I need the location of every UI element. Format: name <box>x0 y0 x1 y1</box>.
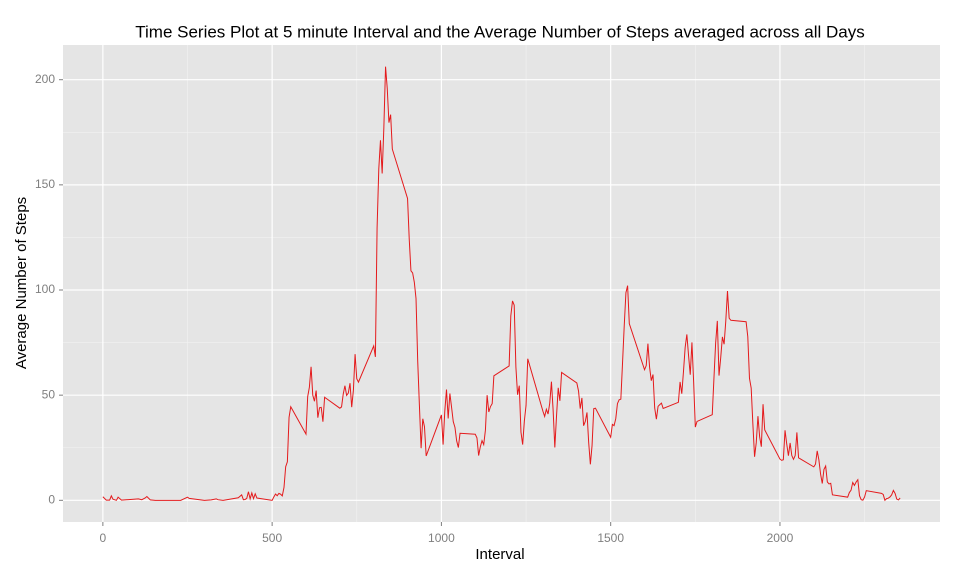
y-tick-label: 0 <box>48 492 55 506</box>
y-tick-label: 200 <box>35 72 55 86</box>
y-axis-title: Average Number of Steps <box>13 197 30 369</box>
plot-panel <box>63 45 940 522</box>
x-tick-label: 500 <box>262 531 282 545</box>
y-tick-label: 150 <box>35 177 55 191</box>
y-tick-label: 100 <box>35 282 55 296</box>
data-line <box>102 66 901 502</box>
x-tick-label: 2000 <box>767 531 794 545</box>
x-axis-title: Interval <box>475 546 524 563</box>
x-tick-label: 0 <box>100 531 107 545</box>
x-tick-label: 1500 <box>597 531 624 545</box>
y-tick-label: 50 <box>42 387 56 401</box>
chart-title: Time Series Plot at 5 minute Interval an… <box>135 22 864 41</box>
x-tick-label: 1000 <box>428 531 455 545</box>
